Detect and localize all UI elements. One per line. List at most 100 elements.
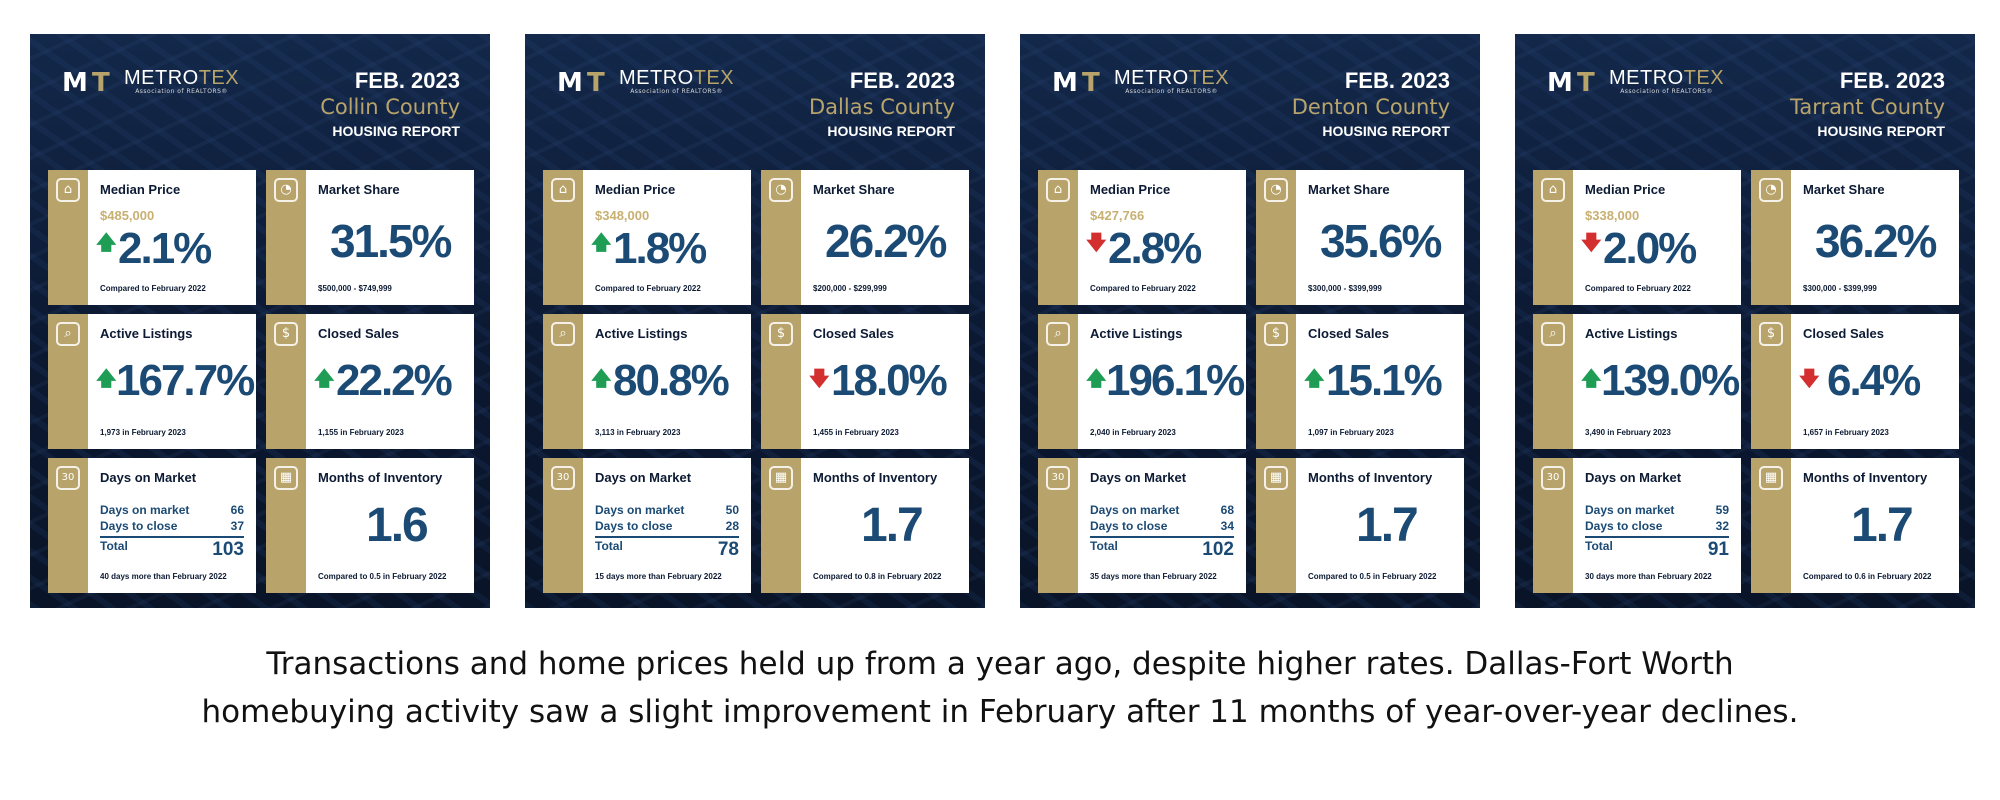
house-search-icon: ⌕ [56, 322, 80, 346]
pie-chart-icon: ◔ [274, 178, 298, 202]
months-inventory-card: ▦ Months of Inventory 1.7 Compared to 0.… [1256, 458, 1464, 593]
arrow-up-icon: 🡅 [591, 230, 612, 254]
median-price-card: ⌂ Median Price $338,000 🡇 2.0% Compared … [1533, 170, 1741, 305]
active-listings-card: ⌕ Active Listings 🡅 139.0% 3,490 in Febr… [1533, 314, 1741, 449]
days-total: 91 [1707, 539, 1729, 560]
closed-sales-card: $ Closed Sales 🡇 6.4% 1,657 in February … [1751, 314, 1959, 449]
days-breakdown: Days on market 50 Days to close 28 Total 78 [595, 503, 739, 560]
calendar-grid-icon: ▦ [1759, 466, 1783, 490]
active-listings-card: ⌕ Active Listings 🡅 167.7% 1,973 in Febr… [48, 314, 256, 449]
house-search-icon: ⌕ [551, 322, 575, 346]
months-inventory-card: ▦ Months of Inventory 1.7 Compared to 0.… [761, 458, 969, 593]
active-listings-card: ⌕ Active Listings 🡅 80.8% 3,113 in Febru… [543, 314, 751, 449]
market-share-value: 35.6% [1320, 215, 1442, 267]
days-on-market-card: 30 Days on Market Days on market 66 Days … [48, 458, 256, 593]
days-total: 78 [717, 539, 739, 560]
pie-chart-icon: ◔ [1264, 178, 1288, 202]
closed-sales-value: 15.1% [1326, 356, 1443, 405]
market-share-value: 31.5% [330, 215, 452, 267]
arrow-up-icon: 🡅 [1086, 366, 1107, 390]
active-listings-card: ⌕ Active Listings 🡅 196.1% 2,040 in Febr… [1038, 314, 1246, 449]
calendar-icon: 30 [1541, 466, 1565, 490]
median-change: 2.1% [118, 224, 212, 273]
house-dollar-icon: ⌂ [56, 178, 80, 202]
county-name: Dallas County [809, 95, 955, 119]
county-name: Collin County [320, 95, 460, 119]
market-share-card: ◔ Market Share 35.6% $300,000 - $399,999 [1256, 170, 1464, 305]
days-breakdown: Days on market 66 Days to close 37 Total 10… [100, 503, 244, 560]
days-on-market-card: 30 Days on Market Days on market 59 Days … [1533, 458, 1741, 593]
report-subtitle: HOUSING REPORT [1322, 123, 1450, 139]
calendar-icon: 30 [551, 466, 575, 490]
calendar-icon: 30 [1046, 466, 1070, 490]
calendar-icon: 30 [56, 466, 80, 490]
arrow-down-icon: 🡇 [1581, 230, 1602, 254]
arrow-up-icon: 🡅 [1304, 366, 1325, 390]
report-header: FEB. 2023 Tarrant County HOUSING REPORT [1790, 68, 1945, 142]
closed-sales-value: 6.4% [1827, 356, 1921, 405]
active-listings-value: 80.8% [613, 356, 730, 405]
county-name: Denton County [1291, 95, 1450, 119]
market-share-value: 26.2% [825, 215, 947, 267]
market-share-card: ◔ Market Share 36.2% $300,000 - $399,999 [1751, 170, 1959, 305]
sold-sign-icon: $ [274, 322, 298, 346]
median-change: 2.8% [1108, 224, 1202, 273]
closed-sales-value: 18.0% [831, 356, 948, 405]
report-header: FEB. 2023 Denton County HOUSING REPORT [1292, 68, 1450, 142]
report-header: FEB. 2023 Dallas County HOUSING REPORT [809, 68, 955, 142]
report-subtitle: HOUSING REPORT [1817, 123, 1945, 139]
median-price-value: $485,000 [100, 208, 155, 223]
market-share-card: ◔ Market Share 31.5% $500,000 - $749,999 [266, 170, 474, 305]
median-price-value: $348,000 [595, 208, 650, 223]
pie-chart-icon: ◔ [1759, 178, 1783, 202]
calendar-grid-icon: ▦ [274, 466, 298, 490]
pie-chart-icon: ◔ [769, 178, 793, 202]
days-on-market-card: 30 Days on Market Days on market 50 Days … [543, 458, 751, 593]
median-price-value: $338,000 [1585, 208, 1640, 223]
months-inventory-value: 1.7 [1356, 499, 1419, 552]
arrow-up-icon: 🡅 [96, 366, 117, 390]
days-breakdown: Days on market 68 Days to close 34 Total 10… [1090, 503, 1234, 560]
caption-line-2: homebuying activity saw a slight improve… [201, 694, 1799, 730]
report-date: FEB. 2023 [849, 68, 955, 93]
house-search-icon: ⌕ [1046, 322, 1070, 346]
months-inventory-card: ▦ Months of Inventory 1.6 Compared to 0.… [266, 458, 474, 593]
closed-sales-value: 22.2% [336, 356, 453, 405]
closed-sales-card: $ Closed Sales 🡇 18.0% 1,455 in February… [761, 314, 969, 449]
active-listings-value: 139.0% [1601, 356, 1740, 405]
days-total: 103 [212, 539, 244, 560]
months-inventory-value: 1.7 [1851, 499, 1914, 552]
report-header: FEB. 2023 Collin County HOUSING REPORT [320, 68, 460, 142]
median-change: 1.8% [613, 224, 707, 273]
report-date: FEB. 2023 [354, 68, 460, 93]
months-inventory-value: 1.7 [861, 499, 924, 552]
market-share-card: ◔ Market Share 26.2% $200,000 - $299,999 [761, 170, 969, 305]
median-price-card: ⌂ Median Price $485,000 🡅 2.1% Compared … [48, 170, 256, 305]
days-breakdown: Days on market 59 Days to close 32 Total 91 [1585, 503, 1729, 560]
calendar-grid-icon: ▦ [769, 466, 793, 490]
median-price-value: $427,766 [1090, 208, 1145, 223]
house-dollar-icon: ⌂ [551, 178, 575, 202]
report-subtitle: HOUSING REPORT [332, 123, 460, 139]
market-share-value: 36.2% [1815, 215, 1937, 267]
arrow-down-icon: 🡇 [1086, 230, 1107, 254]
house-dollar-icon: ⌂ [1046, 178, 1070, 202]
days-on-market-card: 30 Days on Market Days on market 68 Days … [1038, 458, 1246, 593]
sold-sign-icon: $ [1264, 322, 1288, 346]
report-subtitle: HOUSING REPORT [827, 123, 955, 139]
report-date: FEB. 2023 [1344, 68, 1450, 93]
active-listings-value: 196.1% [1106, 356, 1245, 405]
median-change: 2.0% [1603, 224, 1697, 273]
sold-sign-icon: $ [1759, 322, 1783, 346]
caption-line-1: Transactions and home prices held up fro… [266, 646, 1734, 682]
